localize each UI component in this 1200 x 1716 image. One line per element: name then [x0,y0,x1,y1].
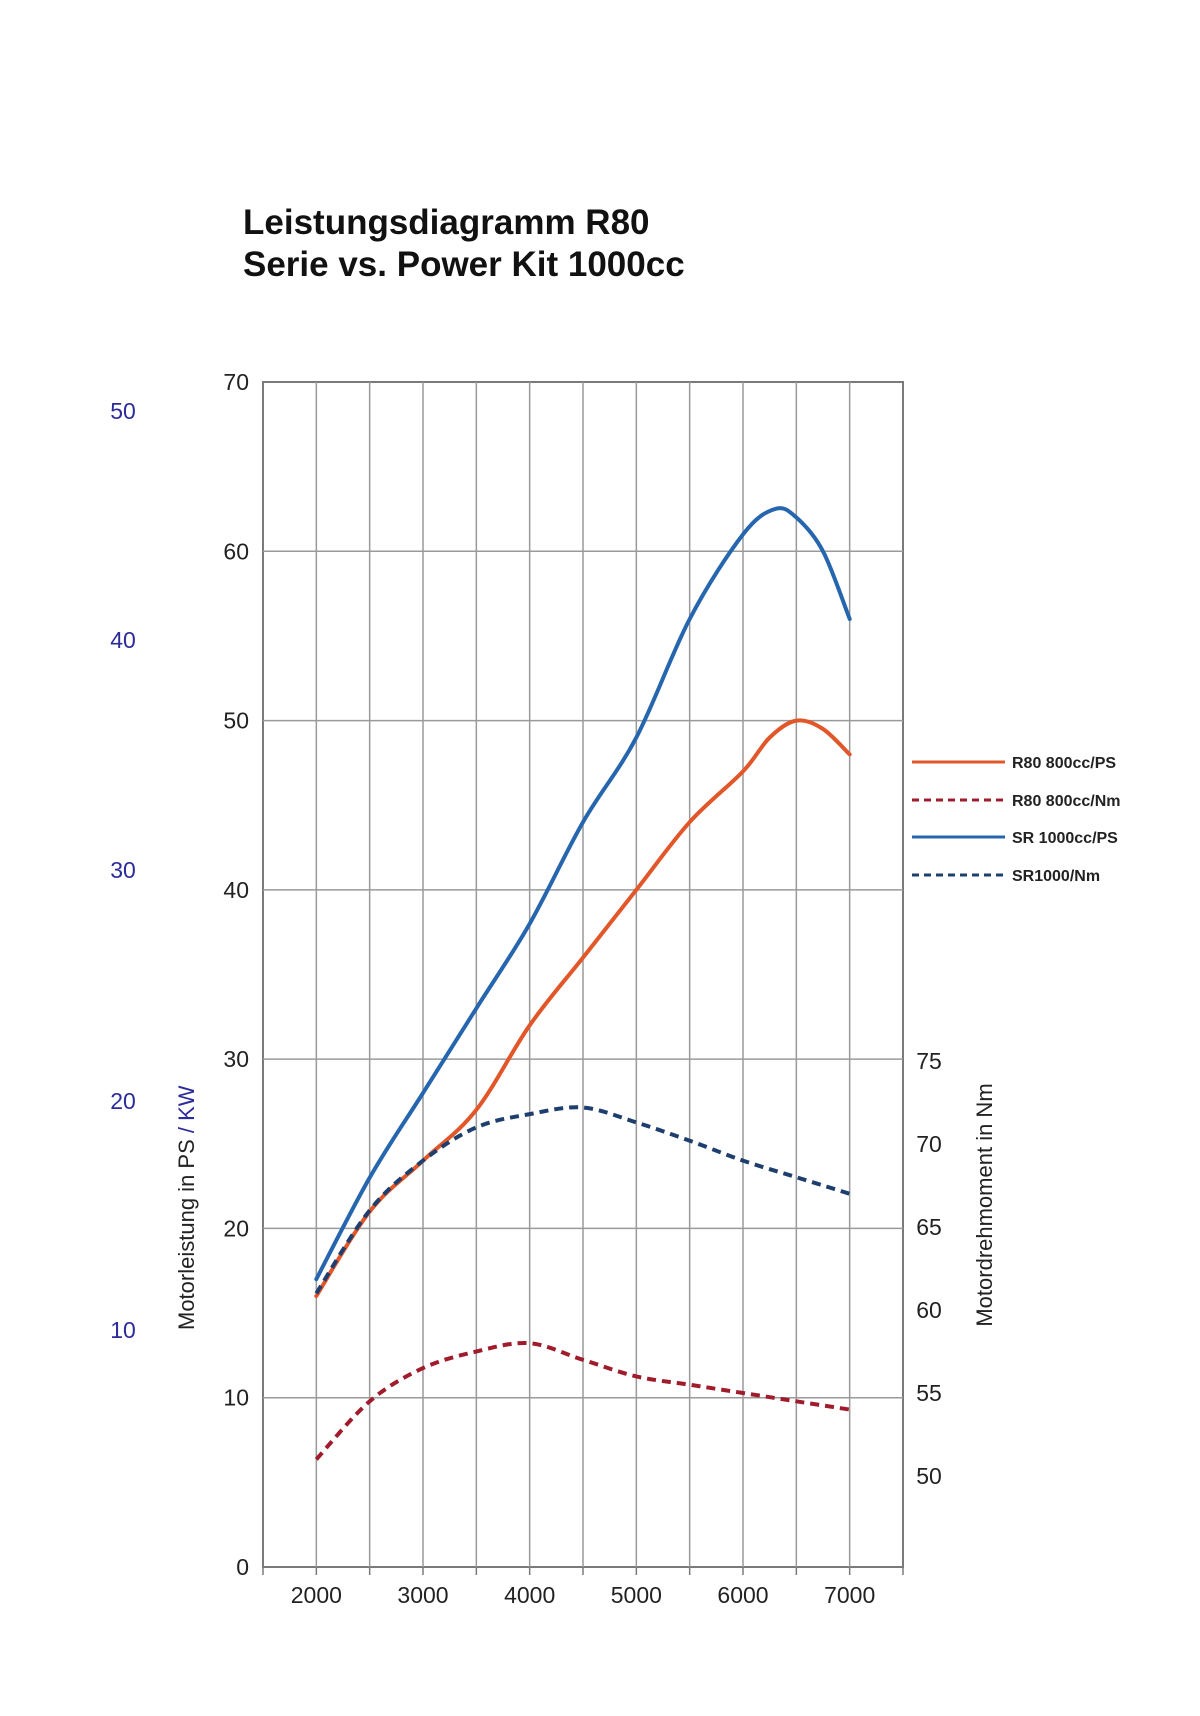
ps-tick-label: 10 [223,1385,249,1411]
legend-label: SR 1000cc/PS [1012,830,1118,847]
x-tick-label: 6000 [717,1582,768,1608]
legend-label: R80 800cc/Nm [1012,793,1121,810]
ps-tick-label: 30 [223,1046,249,1072]
x-tick-label: 2000 [291,1582,342,1608]
kw-tick-label: 20 [110,1088,136,1114]
nm-tick-label: 50 [916,1463,942,1489]
ps-tick-label: 70 [223,369,249,395]
chart-title-line1: Leistungsdiagramm R80 [243,203,650,242]
nm-tick-label: 65 [916,1214,942,1240]
ps-tick-label: 50 [223,708,249,734]
ps-tick-label: 0 [236,1554,249,1580]
x-tick-label: 7000 [824,1582,875,1608]
kw-tick-label: 10 [110,1317,136,1343]
ps-tick-label: 60 [223,538,249,564]
nm-tick-label: 75 [916,1048,942,1074]
legend-label: R80 800cc/PS [1012,755,1116,772]
nm-tick-label: 60 [916,1297,942,1323]
ps-tick-label: 40 [223,877,249,903]
x-tick-label: 4000 [504,1582,555,1608]
chart-title-line2: Serie vs. Power Kit 1000cc [243,245,685,284]
y-axis-title-kw: / KW [174,1085,199,1139]
y-axis-title-left: Motorleistung in PS / KW [174,1085,199,1330]
kw-tick-label: 30 [110,857,136,883]
series-line-sr-1000cc-ps [314,506,852,1282]
x-tick-label: 3000 [397,1582,448,1608]
nm-tick-label: 55 [916,1380,942,1406]
series-line-r80-800cc-nm [314,1340,851,1461]
kw-tick-label: 40 [110,627,136,653]
y-axis-title-ps: Motorleistung in PS [174,1139,199,1330]
y-axis-title-right: Motordrehmoment in Nm [972,1083,997,1326]
legend-label: SR1000/Nm [1012,868,1100,885]
chart-title: Leistungsdiagramm R80 Serie vs. Power Ki… [243,202,685,286]
kw-tick-label: 50 [110,398,136,424]
ps-tick-label: 20 [223,1215,249,1241]
nm-tick-label: 70 [916,1131,942,1157]
x-tick-label: 5000 [611,1582,662,1608]
series-line-sr1000-nm [314,1105,851,1295]
